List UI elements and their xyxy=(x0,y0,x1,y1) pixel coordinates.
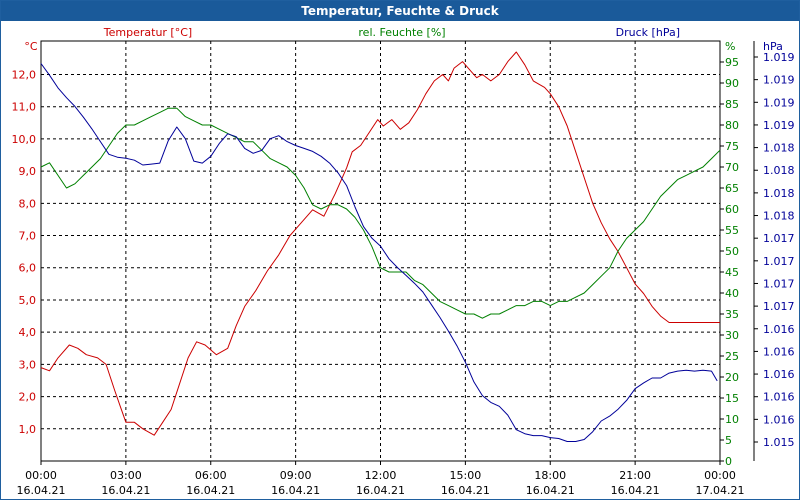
humidity-tick-label: 40 xyxy=(725,287,739,300)
temperature-tick-label: 2,0 xyxy=(19,391,37,404)
date-tick-label: 17.04.21 xyxy=(696,484,745,497)
pressure-tick-label: 1.016 xyxy=(763,413,795,426)
pressure-tick-label: 1.016 xyxy=(763,323,795,336)
humidity-axis-ticks: 0 5 10 15 20 25 30 35 40 45 50 55 60 65 70 75 80 85 90 95 xyxy=(720,56,739,468)
time-axis-ticks: 00:00 16.04.21 03:00 16.04.21 06:00 16.04.21 0… xyxy=(17,461,745,497)
temperature-tick-label: 8,0 xyxy=(19,197,37,210)
date-tick-label: 16.04.21 xyxy=(441,484,490,497)
temperature-tick-label: 1,0 xyxy=(19,423,37,436)
humidity-tick-label: 30 xyxy=(725,329,739,342)
pressure-tick-label: 1.018 xyxy=(763,164,795,177)
time-tick-label: 06:00 xyxy=(195,469,227,482)
time-tick-label: 00:00 xyxy=(704,469,736,482)
pressure-tick-label: 1.017 xyxy=(763,255,795,268)
humidity-tick-label: 65 xyxy=(725,182,739,195)
date-tick-label: 16.04.21 xyxy=(186,484,235,497)
series-line-pressure xyxy=(40,63,718,442)
humidity-tick-label: 75 xyxy=(725,140,739,153)
pressure-tick-label: 1.018 xyxy=(763,187,795,200)
humidity-tick-label: 25 xyxy=(725,350,739,363)
date-tick-label: 16.04.21 xyxy=(101,484,150,497)
humidity-tick-label: 90 xyxy=(725,77,739,90)
humidity-tick-label: 55 xyxy=(725,224,739,237)
time-tick-label: 12:00 xyxy=(365,469,397,482)
time-tick-label: 03:00 xyxy=(110,469,142,482)
series-lines xyxy=(40,51,721,442)
series-line-temperature xyxy=(40,51,720,436)
humidity-tick-label: 5 xyxy=(725,434,732,447)
pressure-tick-label: 1.016 xyxy=(763,391,795,404)
humidity-tick-label: 95 xyxy=(725,56,739,69)
pressure-tick-label: 1.018 xyxy=(763,210,795,223)
pressure-tick-label: 1.016 xyxy=(763,368,795,381)
temperature-tick-label: 10,0 xyxy=(12,133,37,146)
pressure-tick-label: 1.018 xyxy=(763,142,795,155)
time-tick-label: 00:00 xyxy=(25,469,57,482)
humidity-tick-label: 35 xyxy=(725,308,739,321)
pressure-tick-label: 1.017 xyxy=(763,277,795,290)
date-tick-label: 16.04.21 xyxy=(271,484,320,497)
date-tick-label: 16.04.21 xyxy=(611,484,660,497)
temperature-tick-label: 3,0 xyxy=(19,358,37,371)
humidity-tick-label: 50 xyxy=(725,245,739,258)
time-tick-label: 09:00 xyxy=(280,469,312,482)
time-tick-label: 18:00 xyxy=(534,469,566,482)
humidity-tick-label: 70 xyxy=(725,161,739,174)
pressure-tick-label: 1.019 xyxy=(763,96,795,109)
temperature-unit-label: °C xyxy=(24,40,38,53)
pressure-tick-label: 1.017 xyxy=(763,232,795,245)
date-tick-label: 16.04.21 xyxy=(526,484,575,497)
pressure-tick-label: 1.017 xyxy=(763,300,795,313)
chart-title: Temperatur, Feuchte & Druck xyxy=(1,1,799,21)
pressure-tick-label: 1.015 xyxy=(763,436,795,449)
temperature-tick-label: 9,0 xyxy=(19,165,37,178)
series-line-humidity xyxy=(40,107,721,319)
temperature-tick-label: 6,0 xyxy=(19,262,37,275)
pressure-unit-label: hPa xyxy=(763,40,783,53)
humidity-tick-label: 80 xyxy=(725,119,739,132)
humidity-tick-label: 60 xyxy=(725,203,739,216)
humidity-series-title: rel. Feuchte [%] xyxy=(358,26,445,39)
temperature-tick-label: 11,0 xyxy=(12,101,37,114)
temperature-tick-label: 4,0 xyxy=(19,326,37,339)
temperature-tick-label: 12,0 xyxy=(12,68,37,81)
humidity-tick-label: 45 xyxy=(725,266,739,279)
pressure-tick-label: 1.019 xyxy=(763,51,795,64)
humidity-tick-label: 15 xyxy=(725,392,739,405)
date-tick-label: 16.04.21 xyxy=(356,484,405,497)
pressure-axis-ticks: 1.015 1.016 1.016 1.016 1.016 1.016 1.017 1.017… xyxy=(754,51,795,449)
humidity-tick-label: 0 xyxy=(725,455,732,468)
humidity-unit-label: % xyxy=(725,40,735,53)
pressure-tick-label: 1.019 xyxy=(763,119,795,132)
temperature-axis-ticks: 1,0 2,0 3,0 4,0 5,0 6,0 7,0 8,0 9,0 10,0 11,0 12,0 xyxy=(12,68,37,435)
temperature-tick-label: 7,0 xyxy=(19,230,37,243)
temperature-tick-label: 5,0 xyxy=(19,294,37,307)
pressure-series-title: Druck [hPa] xyxy=(616,26,680,39)
temperature-series-title: Temperatur [°C] xyxy=(103,26,192,39)
axis-titles: Temperatur [°C] rel. Feuchte [%] Druck [hP… xyxy=(24,26,782,53)
humidity-tick-label: 20 xyxy=(725,371,739,384)
pressure-tick-label: 1.016 xyxy=(763,345,795,358)
humidity-tick-label: 85 xyxy=(725,98,739,111)
date-tick-label: 16.04.21 xyxy=(17,484,66,497)
time-tick-label: 15:00 xyxy=(450,469,482,482)
time-tick-label: 21:00 xyxy=(619,469,651,482)
grid-lines xyxy=(41,41,720,461)
humidity-tick-label: 10 xyxy=(725,413,739,426)
pressure-tick-label: 1.019 xyxy=(763,74,795,87)
